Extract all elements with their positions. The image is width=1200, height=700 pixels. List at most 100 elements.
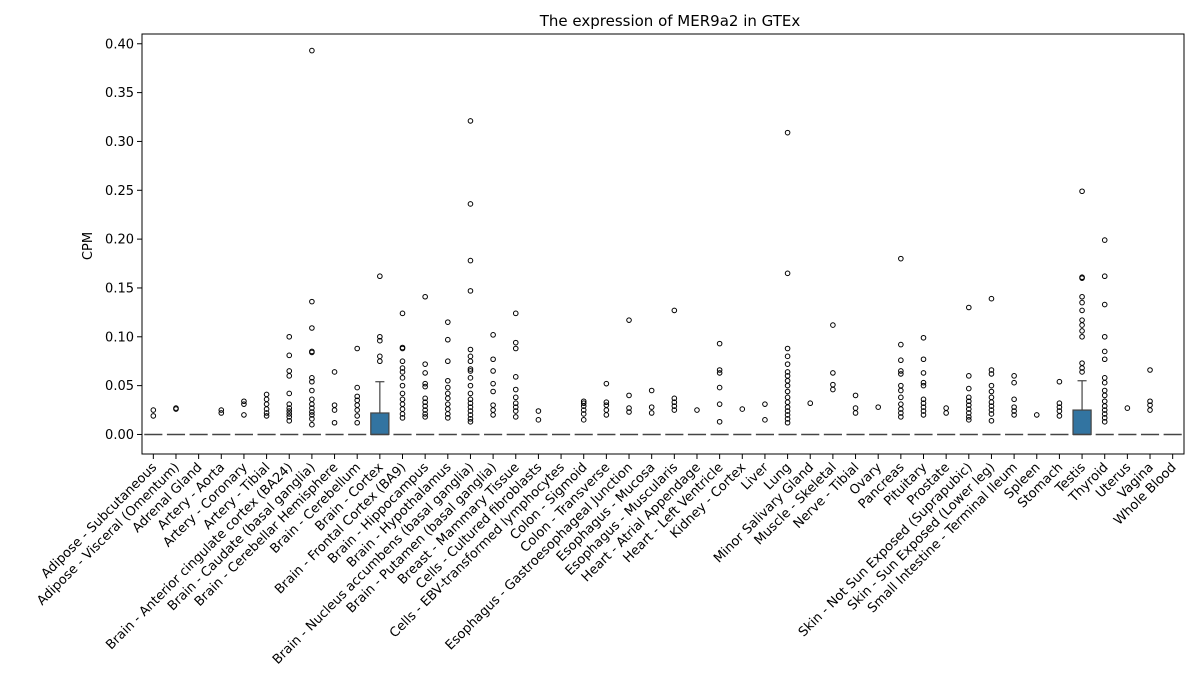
outlier-point bbox=[467, 408, 474, 414]
outlier-point bbox=[467, 390, 474, 397]
outlier-point bbox=[1079, 274, 1085, 281]
outlier-point bbox=[898, 414, 904, 420]
outlier-point bbox=[445, 401, 451, 407]
outlier-point bbox=[241, 412, 247, 418]
outlier-point bbox=[1101, 407, 1108, 413]
outlier-point bbox=[966, 414, 972, 420]
outlier-point bbox=[739, 406, 746, 412]
outlier-point bbox=[898, 255, 904, 262]
outlier-point bbox=[354, 393, 360, 400]
outlier-point bbox=[1101, 237, 1108, 243]
outlier-point bbox=[512, 386, 519, 393]
y-tick-label: 0.25 bbox=[105, 184, 134, 199]
outlier-point bbox=[1079, 317, 1085, 323]
outlier-point bbox=[988, 411, 995, 417]
outlier-point bbox=[898, 410, 904, 416]
outlier-point bbox=[445, 336, 451, 343]
outlier-point bbox=[445, 395, 451, 402]
outlier-point bbox=[467, 412, 474, 418]
outlier-point bbox=[1079, 299, 1085, 306]
outlier-point bbox=[467, 257, 474, 264]
outlier-point bbox=[331, 407, 338, 413]
outlier-point bbox=[286, 390, 293, 397]
outlier-point bbox=[694, 407, 700, 413]
outlier-point bbox=[1033, 412, 1040, 418]
outlier-point bbox=[354, 345, 360, 352]
outlier-point bbox=[671, 403, 678, 409]
outlier-point bbox=[399, 390, 406, 397]
outlier-point bbox=[580, 400, 587, 407]
outlier-point bbox=[1079, 307, 1085, 314]
outlier-point bbox=[830, 381, 836, 388]
outlier-point bbox=[671, 307, 678, 314]
outlier-point bbox=[1011, 412, 1017, 418]
outlier-point bbox=[988, 417, 995, 424]
outlier-point bbox=[784, 416, 791, 422]
outlier-point bbox=[784, 394, 791, 401]
outlier-point bbox=[422, 380, 428, 387]
outlier-point bbox=[898, 368, 904, 374]
outlier-point bbox=[490, 412, 496, 418]
outlier-point bbox=[920, 370, 927, 376]
outlier-point bbox=[988, 394, 995, 401]
y-tick-label: 0.00 bbox=[105, 428, 134, 443]
outlier-point bbox=[309, 378, 315, 385]
outlier-point bbox=[422, 407, 428, 413]
outlier-point bbox=[626, 409, 632, 415]
outlier-point bbox=[1079, 188, 1085, 195]
outlier-point bbox=[1101, 301, 1108, 308]
outlier-point bbox=[286, 368, 293, 374]
outlier-point bbox=[422, 395, 428, 402]
outlier-point bbox=[966, 402, 972, 408]
outlier-point bbox=[467, 358, 474, 365]
outlier-point bbox=[784, 388, 791, 395]
outlier-point bbox=[467, 346, 474, 353]
outlier-point bbox=[648, 410, 655, 416]
outlier-point bbox=[512, 374, 519, 380]
outlier-point bbox=[988, 295, 995, 302]
y-tick-label: 0.40 bbox=[105, 37, 134, 52]
outlier-point bbox=[603, 407, 610, 413]
outlier-point bbox=[1101, 387, 1108, 394]
outlier-point bbox=[309, 409, 315, 415]
outlier-point bbox=[1056, 404, 1063, 410]
outlier-point bbox=[241, 398, 247, 405]
outlier-point bbox=[1011, 404, 1017, 410]
outlier-point bbox=[603, 380, 610, 387]
outlier-point bbox=[648, 387, 655, 394]
outlier-point bbox=[1056, 378, 1063, 385]
outlier-point bbox=[263, 401, 270, 407]
outlier-point bbox=[1079, 360, 1085, 366]
outlier-point bbox=[445, 377, 451, 384]
outlier-point bbox=[422, 370, 428, 376]
outlier-point bbox=[467, 368, 474, 374]
y-tick-label: 0.05 bbox=[105, 379, 134, 394]
outlier-point bbox=[512, 400, 519, 407]
outlier-point bbox=[1101, 356, 1108, 363]
outlier-point bbox=[399, 382, 406, 389]
outlier-point bbox=[422, 414, 428, 420]
outlier-point bbox=[943, 410, 949, 416]
outlier-point bbox=[422, 403, 428, 409]
outlier-point bbox=[784, 408, 791, 414]
outlier-point bbox=[309, 387, 315, 394]
outlier-point bbox=[218, 407, 225, 413]
outlier-point bbox=[1101, 415, 1108, 421]
outlier-point bbox=[309, 416, 315, 422]
chart-title: The expression of MER9a2 in GTEx bbox=[539, 12, 801, 30]
outlier-point bbox=[898, 387, 904, 394]
outlier-point bbox=[467, 396, 474, 403]
outlier-point bbox=[1101, 411, 1108, 417]
y-tick-label: 0.30 bbox=[105, 135, 134, 150]
outlier-point bbox=[377, 333, 383, 340]
outlier-point bbox=[467, 418, 474, 425]
outlier-point bbox=[988, 371, 995, 377]
outlier-point bbox=[399, 310, 406, 317]
outlier-point bbox=[445, 358, 451, 365]
outlier-point bbox=[762, 401, 768, 407]
outlier-point bbox=[603, 402, 610, 408]
outlier-point bbox=[354, 397, 360, 404]
y-tick-label: 0.15 bbox=[105, 281, 134, 296]
outlier-point bbox=[966, 398, 972, 405]
